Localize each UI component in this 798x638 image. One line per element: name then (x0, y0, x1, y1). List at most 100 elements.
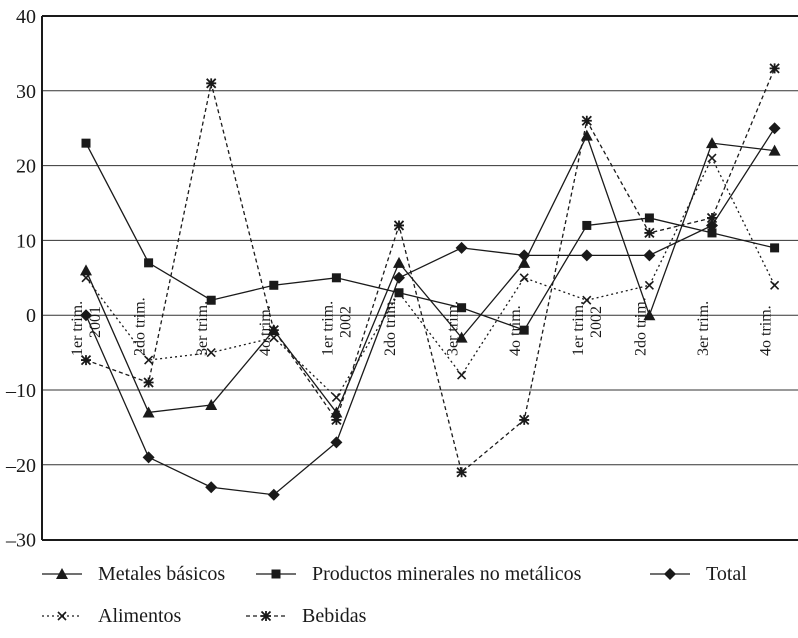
y-tick-label: –20 (5, 455, 36, 477)
data-point (644, 227, 655, 239)
data-point (269, 333, 279, 343)
legend: Metales básicos Productos minerales no me… (42, 563, 747, 627)
legend-item: Productos minerales no metálicos (256, 563, 582, 585)
data-point (707, 228, 717, 238)
data-point (643, 249, 656, 262)
data-point (81, 273, 91, 283)
data-point (81, 138, 91, 148)
data-point (580, 249, 593, 262)
data-point (80, 264, 92, 276)
data-point (519, 325, 529, 335)
data-point (142, 406, 155, 418)
data-point (518, 256, 531, 268)
data-point (269, 280, 279, 290)
y-tick-label: 0 (26, 305, 36, 327)
x-category-labels: 1er trim. 2001 2do trim. 3er trim. 4o trim. 1… (69, 297, 775, 356)
data-point (582, 295, 592, 305)
data-point (518, 249, 531, 262)
data-point (455, 241, 468, 254)
x-category-label: 4o trim. (507, 305, 524, 356)
data-point (206, 295, 216, 305)
data-point (457, 303, 467, 313)
legend-marker (57, 611, 67, 621)
data-point (80, 309, 92, 322)
data-point (770, 243, 780, 253)
x-category-year: 2002 (337, 306, 354, 338)
legend-marker (271, 569, 281, 579)
data-point (706, 219, 718, 232)
data-point (770, 280, 780, 290)
data-point (331, 414, 342, 426)
series-lines (85, 68, 776, 496)
x-category-year: 2001 (87, 306, 104, 338)
y-tick-label: 20 (16, 156, 36, 178)
x-category-label: 1er trim. (69, 301, 86, 356)
legend-label: Bebidas (302, 605, 367, 627)
data-point (267, 488, 280, 501)
data-point (643, 309, 656, 321)
data-point (769, 63, 780, 74)
data-point (519, 273, 529, 283)
legend-item: Alimentos (42, 605, 182, 627)
series-markers (80, 63, 781, 501)
data-point (330, 436, 343, 449)
data-point (142, 451, 155, 464)
data-point (143, 377, 154, 388)
data-point (330, 406, 343, 418)
data-point (457, 370, 467, 380)
x-category-label: 3er trim. (695, 301, 712, 356)
x-category-label: 4o trim. (257, 305, 274, 356)
gridlines (42, 90, 798, 541)
data-point (394, 288, 404, 298)
x-category-label: 2do trim. (132, 297, 149, 356)
data-point (144, 258, 154, 268)
data-point (644, 280, 654, 290)
series-line-2 (85, 142, 775, 331)
data-point (80, 354, 92, 366)
data-point (455, 331, 468, 343)
data-point (144, 355, 154, 365)
data-point (519, 414, 530, 426)
y-tick-label: –30 (5, 530, 36, 552)
x-category-label: 1er trim. (570, 301, 587, 356)
data-point (580, 129, 593, 141)
data-point (768, 144, 781, 156)
y-tick-label: 40 (16, 6, 36, 28)
data-point (206, 78, 217, 89)
data-point (331, 392, 341, 403)
series-line-4 (85, 156, 776, 399)
data-point (707, 153, 717, 163)
x-category-label: 2do trim. (382, 297, 399, 356)
x-category-label: 3er trim. (194, 301, 211, 356)
data-point (768, 122, 781, 135)
data-point (581, 115, 592, 126)
x-category-year: 2002 (588, 306, 605, 338)
legend-label: Productos minerales no metálicos (312, 563, 582, 585)
data-point (706, 212, 718, 224)
legend-label: Alimentos (98, 605, 182, 627)
data-point (393, 271, 405, 284)
y-tick-labels: 40 30 20 10 0 –10 –20 –30 (5, 6, 36, 552)
y-tick-label: –10 (5, 380, 36, 402)
y-tick-label: 10 (16, 230, 36, 252)
data-point (205, 398, 218, 410)
x-category-label: 1er trim. (319, 301, 336, 356)
data-point (456, 467, 467, 478)
data-point (331, 273, 341, 283)
data-point (205, 481, 218, 494)
legend-item: Total (650, 563, 747, 585)
x-category-label: 2do trim. (632, 297, 649, 356)
data-point (268, 325, 279, 336)
data-point (706, 137, 718, 149)
axes (41, 15, 798, 541)
data-point (206, 348, 216, 358)
legend-marker (664, 568, 676, 580)
data-point (393, 220, 405, 231)
legend-label: Total (706, 563, 747, 585)
legend-marker (56, 568, 68, 579)
data-point (582, 220, 592, 230)
data-point (644, 213, 654, 223)
legend-item: Metales básicos (42, 563, 225, 585)
y-tick-label: 30 (16, 81, 36, 103)
